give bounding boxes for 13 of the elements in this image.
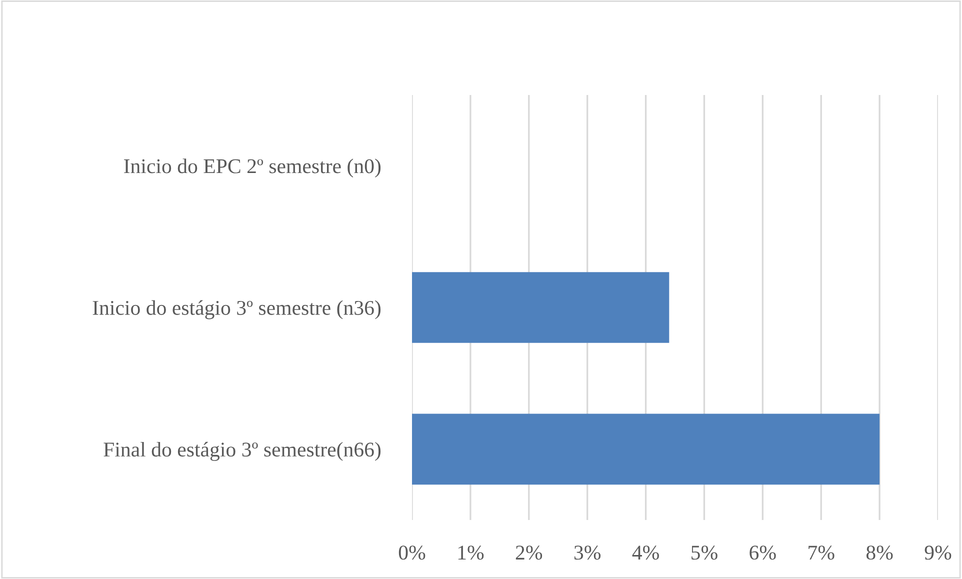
y-tick-label: Inicio do estágio 3º semestre (n36) <box>92 300 381 320</box>
x-tick-label: 1% <box>458 546 484 560</box>
y-tick-label: Inicio do EPC 2º semestre (n0) <box>124 158 381 178</box>
x-tick-label: 4% <box>632 546 659 560</box>
x-tick-label: 8% <box>866 546 893 560</box>
x-tick-label: 2% <box>516 546 542 560</box>
x-tick-label: 3% <box>574 546 601 560</box>
x-tick-label: 9% <box>924 546 952 560</box>
x-tick-label: 5% <box>692 546 718 560</box>
x-tick-label: 6% <box>750 546 776 560</box>
x-tick-label: 7% <box>808 546 834 560</box>
y-tick-label: Final do estágio 3º semestre(n66) <box>104 442 381 461</box>
x-tick-label: 0% <box>398 546 426 560</box>
